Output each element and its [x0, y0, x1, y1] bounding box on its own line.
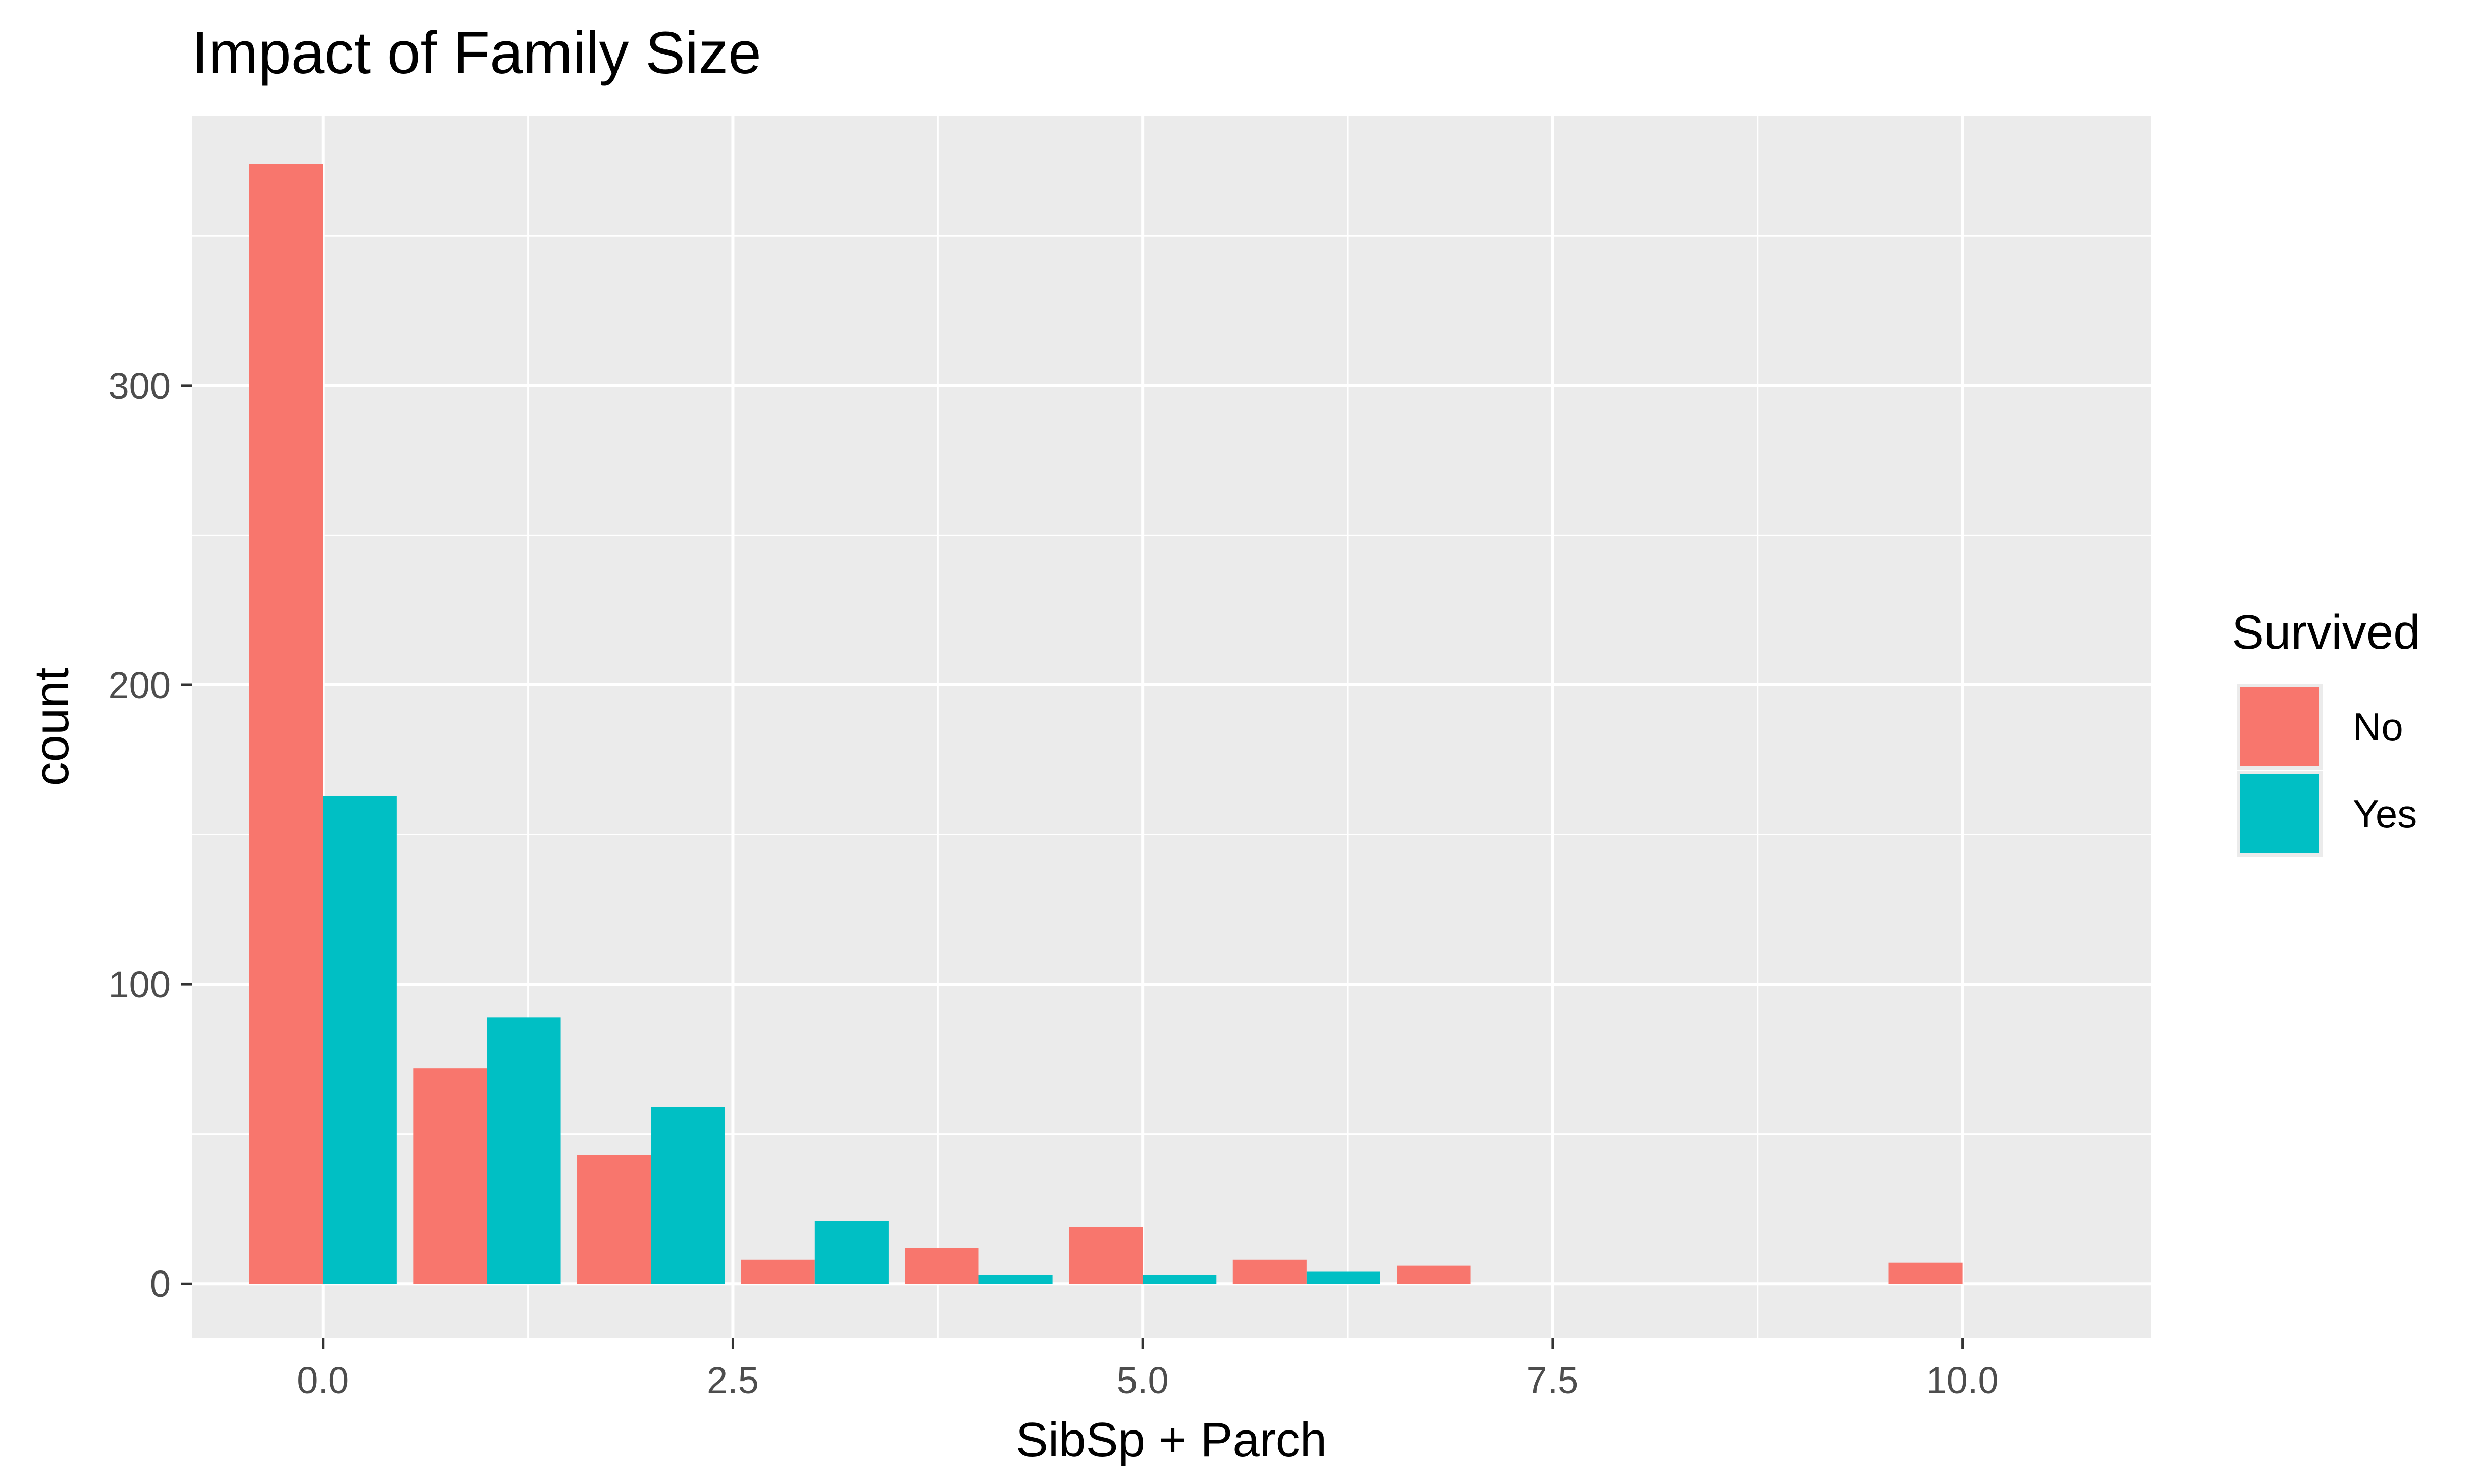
bar-yes-0: [323, 796, 397, 1284]
bar-no-7: [1397, 1265, 1471, 1284]
bar-no-5: [1069, 1227, 1143, 1284]
x-tick-label: 7.5: [1526, 1359, 1578, 1401]
minor-gridlines: [192, 116, 2151, 1338]
bar-yes-5: [1143, 1275, 1217, 1284]
chart-title: Impact of Family Size: [192, 20, 761, 86]
bar-no-1: [413, 1068, 487, 1284]
legend-key-yes: [2240, 774, 2319, 853]
y-tick-label: 100: [109, 964, 171, 1005]
legend-label-yes: Yes: [2353, 791, 2417, 836]
bar-no-2: [577, 1155, 651, 1284]
x-axis: 0.0 2.5 5.0 7.5 10.0: [297, 1338, 1999, 1401]
y-axis-title: count: [25, 668, 79, 786]
bar-no-3: [741, 1259, 815, 1284]
bar-no-6: [1232, 1259, 1307, 1284]
legend-title: Survived: [2232, 605, 2420, 659]
y-tick-label: 300: [109, 365, 171, 407]
legend-label-no: No: [2353, 705, 2403, 749]
bar-no-10: [1888, 1262, 1963, 1284]
legend-key-no: [2240, 687, 2319, 766]
bar-yes-1: [487, 1017, 561, 1284]
bars: [249, 164, 1963, 1284]
bar-no-4: [905, 1248, 979, 1284]
x-tick-label: 2.5: [707, 1359, 759, 1401]
bar-yes-3: [814, 1221, 889, 1284]
y-axis: 0 100 200 300: [109, 365, 192, 1305]
bar-no-0: [249, 164, 323, 1284]
bar-yes-2: [651, 1107, 725, 1284]
bar-yes-4: [978, 1275, 1053, 1284]
y-tick-label: 0: [150, 1263, 171, 1305]
y-tick-label: 200: [109, 664, 171, 706]
x-tick-label: 5.0: [1117, 1359, 1169, 1401]
x-axis-title: SibSp + Parch: [1016, 1413, 1327, 1467]
x-tick-label: 10.0: [1926, 1359, 1999, 1401]
bar-yes-6: [1306, 1271, 1380, 1284]
legend: Survived No Yes: [2232, 605, 2420, 857]
x-tick-label: 0.0: [297, 1359, 349, 1401]
